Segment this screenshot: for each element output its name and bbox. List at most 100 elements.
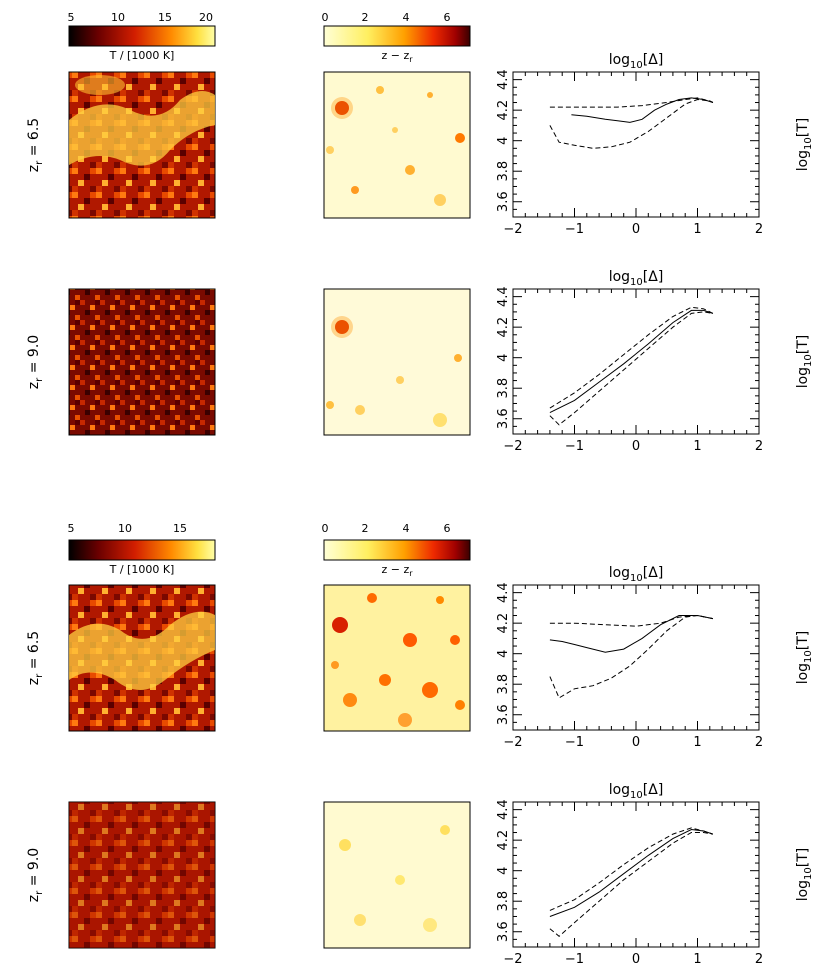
x-tick-label: −1 [565, 952, 584, 967]
series-line-lower [549, 614, 713, 699]
y-tick-label: 3.6 [496, 191, 511, 212]
y-tick-label: 3.8 [496, 161, 511, 182]
colorbar-tick: 6 [444, 11, 451, 24]
y-tick-label: 3.6 [496, 704, 511, 725]
chart-title: log10[Δ] [609, 269, 664, 288]
temperature-map-row-2 [68, 288, 216, 436]
x-tick-label: 2 [755, 952, 763, 967]
series-line-lower [549, 832, 713, 937]
colorbar-tick: 4 [403, 522, 410, 535]
temperature-map-row-3 [68, 584, 216, 732]
x-tick-label: −1 [565, 439, 584, 454]
series-line-median [549, 615, 713, 653]
series-line-upper [549, 827, 714, 911]
redshift-map-row-3 [323, 584, 471, 732]
y-axis-label: log10[T] [795, 848, 814, 902]
y-tick-label: 4.2 [496, 613, 511, 634]
plot-frame [512, 801, 760, 948]
colorbar-label: z − zr [381, 49, 413, 64]
x-tick-label: 0 [632, 952, 640, 967]
temperature-colorbar-bottom: 5 10 15 T / [1000 K] [68, 522, 216, 576]
chart-title: log10[Δ] [609, 565, 664, 584]
colorbar-tick: 15 [173, 522, 187, 535]
colorbar-label: T / [1000 K] [109, 563, 175, 576]
plot-frame [512, 584, 760, 731]
series-line-lower [549, 98, 714, 149]
y-tick-label: 4.4 [496, 69, 511, 90]
colorbar-label: T / [1000 K] [109, 49, 175, 62]
temperature-map-row-1 [68, 71, 216, 219]
row-label: zr = 6.5 [26, 118, 45, 172]
row-label: zr = 9.0 [26, 848, 45, 902]
y-tick-label: 3.6 [496, 408, 511, 429]
y-tick-label: 3.8 [496, 674, 511, 695]
y-tick-label: 4.4 [496, 286, 511, 307]
series-line-median [549, 309, 714, 414]
x-tick-label: −1 [565, 222, 584, 237]
row-label: zr = 6.5 [26, 631, 45, 685]
x-tick-label: −1 [565, 735, 584, 750]
row-label: zr = 9.0 [26, 335, 45, 389]
colorbar-tick: 15 [158, 11, 172, 24]
y-tick-label: 4.2 [496, 830, 511, 851]
chart-title: log10[Δ] [609, 782, 664, 801]
colorbar-tick: 5 [68, 522, 75, 535]
y-tick-label: 3.8 [496, 378, 511, 399]
temperature-colorbar-top: 5 10 15 20 T / [1000 K] [68, 11, 216, 62]
colorbar-gradient [68, 539, 216, 561]
colorbar-gradient [323, 25, 471, 47]
x-tick-label: −2 [503, 735, 522, 750]
x-tick-label: 2 [755, 439, 763, 454]
x-tick-label: 1 [693, 735, 701, 750]
y-tick-label: 4.2 [496, 100, 511, 121]
x-tick-label: 0 [632, 735, 640, 750]
y-tick-label: 4.4 [496, 582, 511, 603]
colorbar-tick: 5 [68, 11, 75, 24]
y-tick-label: 3.8 [496, 891, 511, 912]
series-line-upper [549, 306, 714, 409]
x-tick-label: 0 [632, 222, 640, 237]
series-line-median [571, 97, 714, 123]
colorbar-gradient [323, 539, 471, 561]
colorbar-tick: 0 [322, 11, 329, 24]
redshift-colorbar-top: 0 2 4 6 z − zr [322, 11, 471, 64]
chart-title: log10[Δ] [609, 52, 664, 71]
colorbar-tick: 10 [111, 11, 125, 24]
colorbar-gradient [68, 25, 216, 47]
x-tick-label: 1 [693, 222, 701, 237]
x-tick-label: −2 [503, 439, 522, 454]
x-tick-label: 2 [755, 735, 763, 750]
x-tick-label: −2 [503, 222, 522, 237]
redshift-map-row-2 [323, 288, 471, 436]
series-line-median [549, 828, 714, 917]
y-tick-label: 4 [496, 650, 511, 658]
y-tick-label: 3.6 [496, 921, 511, 942]
x-tick-label: 2 [755, 222, 763, 237]
redshift-map-row-1 [323, 71, 471, 219]
x-tick-label: 0 [632, 439, 640, 454]
line-chart-panel: −2 −1 0 1 2 3.6 3.8 4 4.2 4.4 log10[Δ] log10[T] [496, 269, 814, 454]
x-tick-label: −2 [503, 952, 522, 967]
line-chart-panel: −2 −1 0 1 2 3.6 3.8 4 4.2 4.4 log10[Δ] log10[T] [496, 565, 814, 750]
colorbar-tick: 4 [403, 11, 410, 24]
series-line-lower [549, 311, 713, 426]
y-axis-label: log10[T] [795, 631, 814, 685]
redshift-map-row-4 [323, 801, 471, 949]
colorbar-tick: 20 [199, 11, 213, 24]
line-chart-panel: −2 −1 0 1 2 3.6 3.8 4 4.2 4.4 log10[Δ] log10[T] [496, 52, 814, 237]
y-tick-label: 4.4 [496, 799, 511, 820]
colorbar-label: z − zr [381, 563, 413, 578]
y-axis-label: log10[T] [795, 118, 814, 172]
redshift-colorbar-bottom: 0 2 4 6 z − zr [322, 522, 471, 578]
y-tick-label: 4 [496, 867, 511, 875]
colorbar-tick: 0 [322, 522, 329, 535]
series-line-upper [549, 97, 714, 108]
y-axis-label: log10[T] [795, 335, 814, 389]
temperature-map-row-4 [68, 801, 216, 949]
colorbar-tick: 6 [444, 522, 451, 535]
plot-frame [512, 71, 760, 218]
colorbar-tick: 2 [362, 522, 369, 535]
x-tick-label: 1 [693, 952, 701, 967]
y-tick-label: 4 [496, 137, 511, 145]
